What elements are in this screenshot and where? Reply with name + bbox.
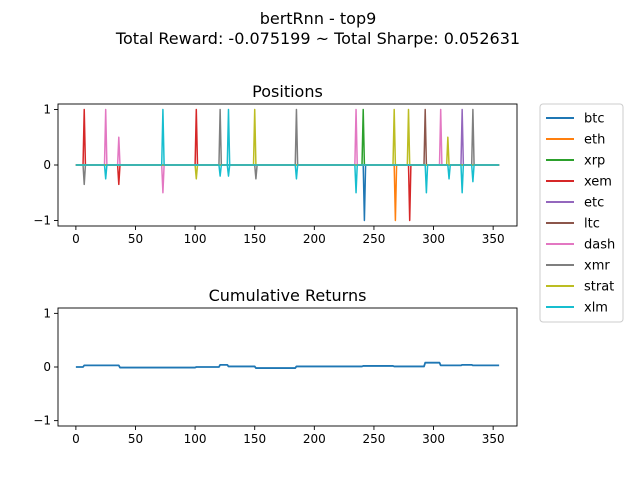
x-tick-label: 0 <box>72 232 80 246</box>
y-tick-label: 1 <box>43 306 51 320</box>
legend-label-eth: eth <box>584 133 605 148</box>
legend-label-strat: strat <box>584 280 614 295</box>
y-tick-label: −1 <box>33 213 51 227</box>
x-tick-label: 200 <box>303 232 326 246</box>
x-tick-label: 300 <box>422 432 445 446</box>
x-tick-label: 150 <box>243 232 266 246</box>
figure-title-line2: Total Reward: -0.075199 ~ Total Sharpe: … <box>115 29 520 48</box>
x-tick-label: 350 <box>482 232 505 246</box>
figure-title-line1: bertRnn - top9 <box>260 9 377 28</box>
legend-label-xlm: xlm <box>584 301 608 316</box>
positions-title: Positions <box>252 82 323 101</box>
series-line-btc <box>75 164 500 222</box>
cumret-series-group <box>75 361 500 369</box>
x-tick-label: 350 <box>482 432 505 446</box>
x-tick-label: 250 <box>362 432 385 446</box>
x-tick-label: 50 <box>128 432 143 446</box>
series-line-eth <box>75 164 500 222</box>
legend-label-xrp: xrp <box>584 154 605 169</box>
x-tick-label: 50 <box>128 232 143 246</box>
x-tick-label: 250 <box>362 232 385 246</box>
series-line-ltc <box>75 108 500 166</box>
y-tick-label: −1 <box>33 414 51 428</box>
legend: btc eth xrp xem etc ltc dash xmr strat xlm <box>539 103 624 323</box>
series-line-dash <box>75 108 500 194</box>
legend-label-btc: btc <box>584 112 605 127</box>
x-tick-label: 200 <box>303 432 326 446</box>
x-tick-label: 0 <box>72 432 80 446</box>
x-tick-label: 100 <box>184 432 207 446</box>
x-tick-label: 300 <box>422 232 445 246</box>
positions-plot: Positions 0 50 100 150 200 250 300 350 −1 0 1 <box>33 82 518 246</box>
series-line-strat <box>75 108 500 180</box>
series-line-etc <box>75 108 500 166</box>
legend-frame <box>539 103 624 323</box>
cumulative-returns-plot: Cumulative Returns 0 50 100 150 200 250 300 350 −… <box>33 286 518 446</box>
x-tick-label: 100 <box>184 232 207 246</box>
legend-label-xmr: xmr <box>584 259 610 274</box>
cumulative-returns-line <box>75 361 500 369</box>
legend-label-etc: etc <box>584 196 604 211</box>
series-line-xrp <box>75 108 500 166</box>
series-line-xmr <box>75 108 500 186</box>
series-line-xlm <box>75 108 500 194</box>
y-tick-label: 0 <box>43 360 51 374</box>
y-tick-label: 1 <box>43 103 51 117</box>
cumret-title: Cumulative Returns <box>209 286 367 305</box>
x-tick-label: 150 <box>243 432 266 446</box>
positions-series-group <box>75 108 500 222</box>
legend-label-xem: xem <box>584 175 612 190</box>
y-tick-label: 0 <box>43 158 51 172</box>
legend-label-dash: dash <box>584 238 615 253</box>
legend-label-ltc: ltc <box>584 217 600 232</box>
